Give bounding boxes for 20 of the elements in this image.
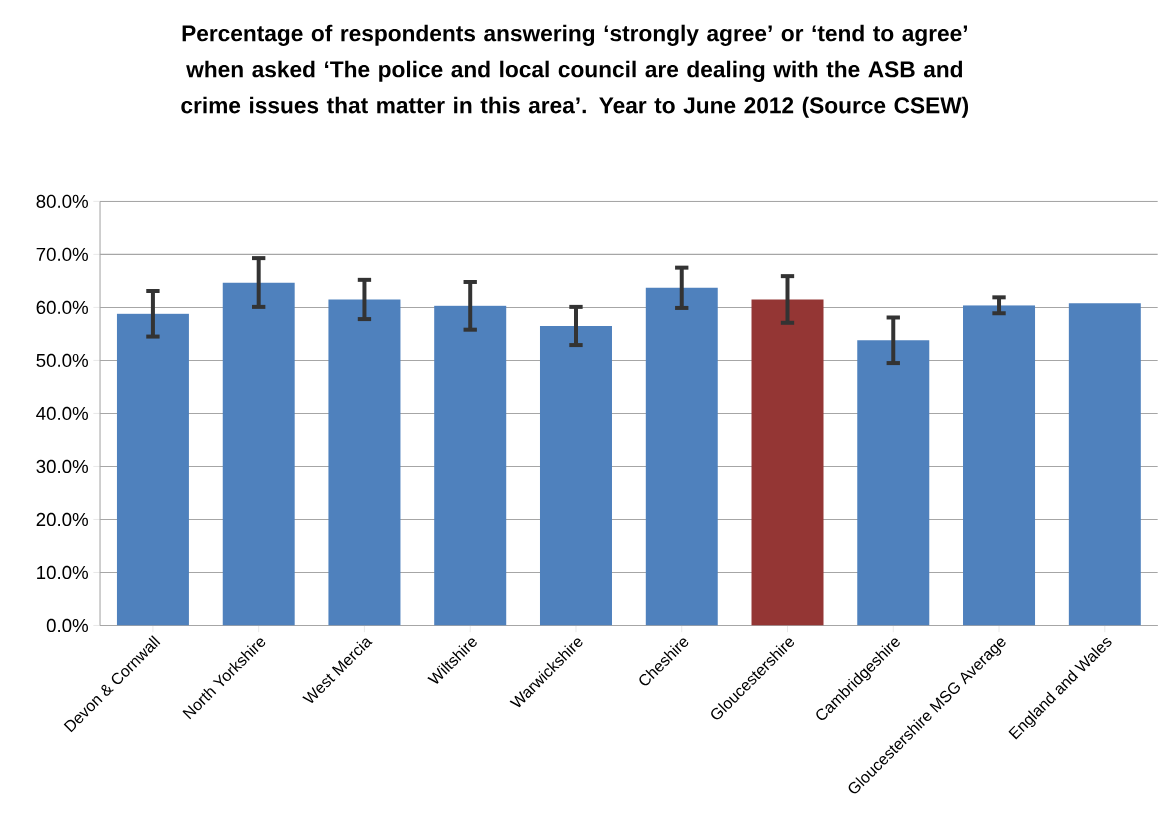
y-tick-label: 80.0% bbox=[36, 194, 88, 209]
y-tick-label: 50.0% bbox=[36, 353, 88, 368]
y-tick-label: 0.0% bbox=[46, 618, 88, 633]
y-tick-label: 30.0% bbox=[36, 459, 88, 474]
bar bbox=[1068, 303, 1141, 626]
bar bbox=[434, 305, 507, 626]
bar bbox=[857, 340, 930, 626]
y-tick-label: 20.0% bbox=[36, 512, 88, 527]
y-tick-label: 10.0% bbox=[37, 565, 88, 580]
y-tick-label: 70.0% bbox=[36, 247, 88, 262]
bar bbox=[963, 305, 1036, 626]
bar bbox=[645, 287, 718, 626]
bar bbox=[539, 326, 612, 626]
bar bbox=[751, 299, 824, 626]
y-tick-label: 60.0% bbox=[36, 300, 88, 315]
bar bbox=[222, 282, 295, 626]
chart-title: Percentage of respondents answering ‘strongly agree’ or ‘tend to agree’ when asked ‘The police and local council are dealing with the ASB and crime issues that matter in this area’. Year to June 2012 (Source CSEW) bbox=[181, 24, 969, 118]
bar bbox=[116, 313, 189, 626]
bar bbox=[328, 299, 401, 626]
y-tick-label: 40.0% bbox=[36, 406, 88, 421]
